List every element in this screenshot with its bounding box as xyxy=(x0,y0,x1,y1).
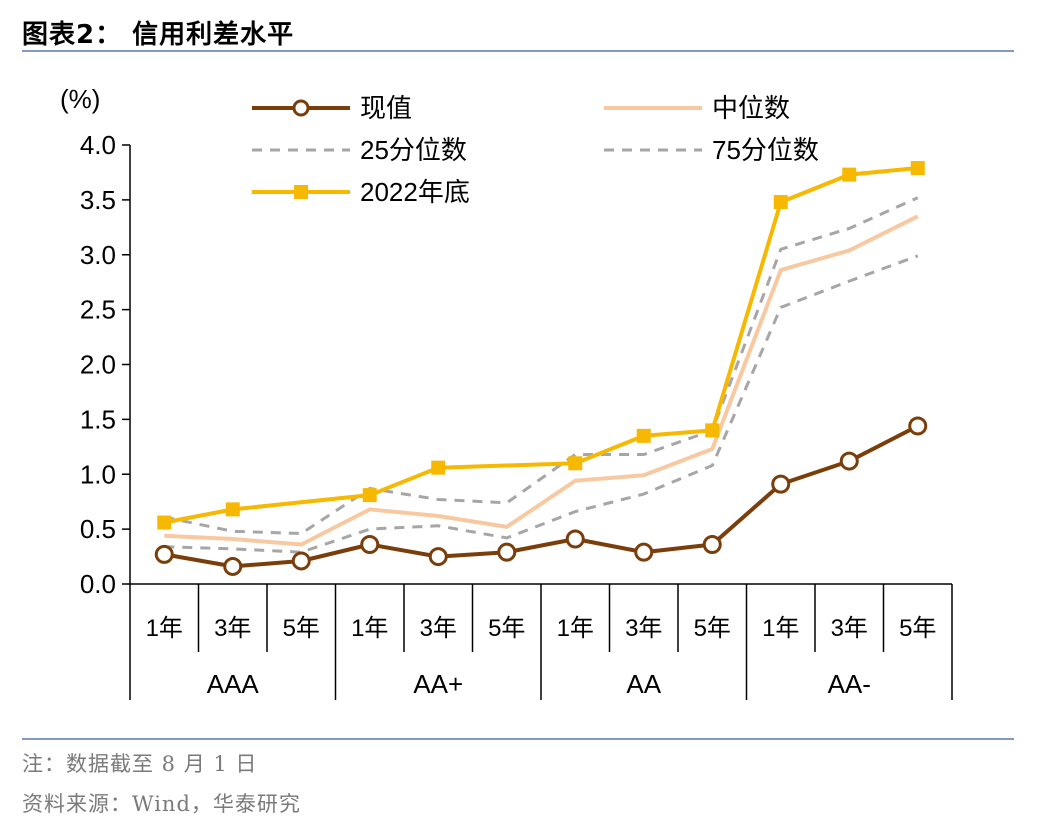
legend-item: 2022年底 xyxy=(252,177,470,207)
series-4 xyxy=(163,196,919,535)
legend-item: 75分位数 xyxy=(604,135,819,165)
x-axis: 1年 3年 5年 1年 3年 5年 1年 3年 5年 1年 3年 5年 AAA AA+ AA AA- xyxy=(129,583,953,700)
footnote: 注：数据截至 8 月 1 日 xyxy=(22,752,258,776)
y-tick-label: 2.0 xyxy=(80,350,116,380)
x-tick-label: 1年 xyxy=(762,615,799,642)
data-point xyxy=(428,547,448,567)
data-point xyxy=(225,502,240,517)
figure-title: 图表2： 信用利差水平 xyxy=(22,20,295,50)
data-point xyxy=(223,556,243,576)
y-axis: 0.0 0.5 1.0 1.5 2.0 2.5 3.0 3.5 4.0 xyxy=(80,130,131,599)
legend-marker xyxy=(294,185,308,199)
top-divider xyxy=(22,50,1014,52)
data-point xyxy=(568,456,583,471)
y-tick-label: 1.0 xyxy=(80,459,116,489)
y-tick-label: 2.5 xyxy=(80,295,116,325)
y-tick-label: 1.5 xyxy=(80,404,116,434)
data-point xyxy=(497,542,517,562)
x-tick-label: 3年 xyxy=(214,615,251,642)
y-tick-label: 3.0 xyxy=(80,240,116,270)
legend-label: 2022年底 xyxy=(360,177,470,207)
legend-label: 25分位数 xyxy=(360,135,467,165)
legend: 现值 中位数 25分位数 75分位数 2022年底 xyxy=(252,93,819,207)
legend-label: 中位数 xyxy=(712,93,790,123)
data-point xyxy=(842,167,857,182)
x-tick-label: 1年 xyxy=(557,615,594,642)
legend-item: 现值 xyxy=(252,93,412,123)
series-line xyxy=(163,424,919,569)
y-tick-label: 0.5 xyxy=(80,514,116,544)
legend-item: 中位数 xyxy=(604,93,790,123)
series-line xyxy=(163,196,919,535)
x-tick-label: 3年 xyxy=(420,615,457,642)
data-point xyxy=(157,515,172,530)
series-layer xyxy=(154,161,928,576)
series-1 xyxy=(154,416,928,576)
series-5 xyxy=(157,161,925,530)
legend-item: 25分位数 xyxy=(252,135,467,165)
x-tick-label: 1年 xyxy=(146,615,183,642)
x-tick-label: 5年 xyxy=(283,615,320,642)
y-axis-unit-label: (%) xyxy=(60,84,100,114)
legend-label: 现值 xyxy=(360,93,412,123)
x-tick-label: 5年 xyxy=(899,615,936,642)
x-tick-label: 5年 xyxy=(694,615,731,642)
data-point xyxy=(636,428,651,443)
source-note: 资料来源：Wind，华泰研究 xyxy=(22,792,301,816)
x-tick-label: 5年 xyxy=(488,615,525,642)
credit-spread-chart: 0.0 0.5 1.0 1.5 2.0 2.5 3.0 3.5 4.0 1年 3年 5年 1年 3年 5年… xyxy=(60,84,953,700)
x-group-label: AA- xyxy=(828,669,871,699)
data-point xyxy=(360,534,380,554)
series-3 xyxy=(164,254,919,554)
data-point xyxy=(839,451,859,471)
series-2 xyxy=(164,214,919,547)
data-point xyxy=(705,423,720,438)
legend-label: 75分位数 xyxy=(712,135,819,165)
x-group-label: AA xyxy=(626,669,661,699)
data-point xyxy=(908,416,928,436)
data-point xyxy=(634,542,654,562)
series-line xyxy=(164,214,919,547)
y-tick-label: 0.0 xyxy=(80,569,116,599)
data-point xyxy=(431,460,446,475)
x-group-label: AA+ xyxy=(413,669,463,699)
x-tick-label: 1年 xyxy=(351,615,388,642)
x-group-label: AAA xyxy=(207,669,260,699)
series-line xyxy=(164,254,919,554)
x-tick-label: 3年 xyxy=(625,615,662,642)
data-point xyxy=(154,544,174,564)
y-tick-label: 4.0 xyxy=(80,130,116,160)
data-point xyxy=(702,534,722,554)
legend-marker xyxy=(292,99,310,117)
data-point xyxy=(773,195,788,210)
x-tick-label: 3年 xyxy=(831,615,868,642)
data-point xyxy=(362,488,377,503)
series-line xyxy=(163,166,918,525)
data-point xyxy=(565,529,585,549)
y-tick-label: 3.5 xyxy=(80,185,116,215)
data-point xyxy=(771,474,791,494)
data-point xyxy=(291,551,311,571)
bottom-divider xyxy=(22,738,1014,740)
data-point xyxy=(910,161,925,176)
